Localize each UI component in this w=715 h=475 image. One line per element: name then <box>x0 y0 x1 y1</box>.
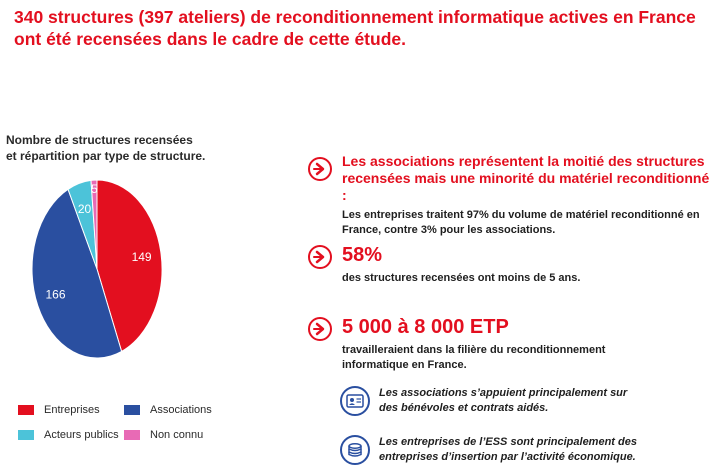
legend-swatch-entreprises <box>18 405 34 415</box>
coins-icon <box>340 435 370 465</box>
chart-title: Nombre de structures recensées et répart… <box>6 132 266 164</box>
stat-description-line-1: travailleraient dans la filière du recon… <box>342 344 606 356</box>
legend-label-acteurs-publics: Acteurs publics <box>44 429 119 441</box>
legend-swatch-associations <box>124 405 140 415</box>
stat-description: travailleraient dans la filière du recon… <box>342 343 702 373</box>
headline: 340 structures (397 ateliers) de recondi… <box>14 6 709 50</box>
stat-value: 5 000 à 8 000 ETP <box>342 316 509 338</box>
chevron-right-icon <box>308 317 332 341</box>
pie-slice-associations <box>31 188 123 359</box>
id-card-icon <box>340 386 370 416</box>
pie-chart: 149 166 20 5 <box>31 179 163 359</box>
note-text-line-2: entreprises d’insertion par l’activité é… <box>379 451 636 463</box>
note-text-line-2: des bénévoles et contrats aidés. <box>379 402 549 414</box>
highlight-title: Les associations représentent la moitié … <box>342 153 712 204</box>
note-associations: Les associations s’appuient principaleme… <box>340 386 627 416</box>
highlight-body: Les entreprises traitent 97% du volume d… <box>342 208 712 238</box>
legend-item-associations: Associations <box>124 404 212 416</box>
pie-slice-entreprises <box>96 179 163 353</box>
legend-item-acteurs-publics: Acteurs publics <box>18 429 119 441</box>
stat-value: 58% <box>342 244 383 266</box>
headline-line-1: 340 structures (397 ateliers) de recondi… <box>14 7 696 27</box>
highlight-body-line-2: France, contre 3% pour les associations. <box>342 224 556 236</box>
stat-description: des structures recensées ont moins de 5 … <box>342 272 581 284</box>
note-text: Les entreprises de l’ESS sont principale… <box>379 435 637 465</box>
pie-label-acteurs-publics: 20 <box>78 202 92 216</box>
note-text-line-1: Les associations s’appuient principaleme… <box>379 387 628 399</box>
pie-label-entreprises: 149 <box>132 250 152 264</box>
chart-title-line-1: Nombre de structures recensées <box>6 133 193 147</box>
pie-label-non-connu: 5 <box>91 182 98 196</box>
note-text-line-1: Les entreprises de l’ESS sont principale… <box>379 436 637 448</box>
legend-swatch-acteurs-publics <box>18 430 34 440</box>
note-text: Les associations s’appuient principaleme… <box>379 386 627 416</box>
legend-label-associations: Associations <box>150 404 212 416</box>
headline-line-2: ont été recensées dans le cadre de cette… <box>14 29 406 49</box>
legend-label-non-connu: Non connu <box>150 429 204 441</box>
highlight-body-line-1: Les entreprises traitent 97% du volume d… <box>342 209 700 221</box>
legend-item-non-connu: Non connu <box>124 429 203 441</box>
legend-label-entreprises: Entreprises <box>44 404 100 416</box>
chart-title-line-2: et répartition par type de structure. <box>6 149 206 163</box>
stat-description-line-2: informatique en France. <box>342 359 467 371</box>
pie-slice-non-connu <box>90 179 98 270</box>
chevron-right-icon <box>308 157 332 181</box>
legend-item-entreprises: Entreprises <box>18 404 100 416</box>
highlight-title-line-1: Les associations représentent la moitié … <box>342 153 705 169</box>
highlight-title-line-2: recensées mais une minorité du matériel … <box>342 170 710 203</box>
chevron-right-icon <box>308 245 332 269</box>
note-entreprises-ess: Les entreprises de l’ESS sont principale… <box>340 435 637 465</box>
pie-label-associations: 166 <box>45 288 65 302</box>
legend-swatch-non-connu <box>124 430 140 440</box>
